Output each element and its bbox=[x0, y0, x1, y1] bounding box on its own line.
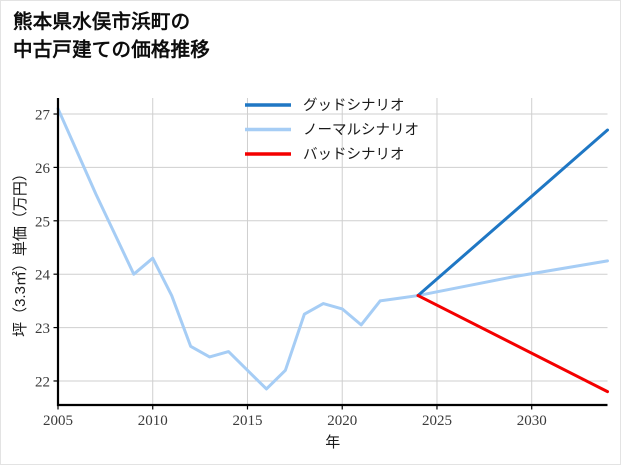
y-axis-ticks: 22 23 24 25 26 27 bbox=[35, 108, 58, 390]
y-tick-label-24: 24 bbox=[35, 268, 51, 284]
x-tick-label-2030: 2030 bbox=[517, 413, 547, 429]
x-tick-label-2015: 2015 bbox=[232, 413, 262, 429]
series-line-バッドシナリオ bbox=[416, 294, 609, 394]
y-gridlines bbox=[58, 113, 608, 382]
y-tick-label-25: 25 bbox=[35, 214, 50, 230]
series-line-グッドシナリオ bbox=[416, 128, 609, 298]
x-gridlines bbox=[57, 98, 533, 405]
x-tick-label-2020: 2020 bbox=[327, 413, 357, 429]
x-tick-label-2010: 2010 bbox=[138, 413, 168, 429]
y-tick-label-26: 26 bbox=[35, 161, 51, 177]
chart-series-group bbox=[56, 107, 609, 394]
axis-spine-path bbox=[56, 98, 608, 407]
legend-label-グッドシナリオ: グッドシナリオ bbox=[303, 97, 405, 114]
y-axis-title: 坪（3.3㎡）単価（万円） bbox=[12, 166, 29, 337]
series-line-ノーマルシナリオ bbox=[56, 107, 609, 391]
y-tick-label-22: 22 bbox=[35, 374, 50, 390]
x-axis-ticks: 2005 2010 2015 2020 2025 2030 bbox=[43, 405, 547, 429]
chart-title: 熊本県水俣市浜町の 中古戸建ての価格推移 bbox=[13, 11, 211, 61]
legend-label-バッドシナリオ: バッドシナリオ bbox=[303, 147, 405, 163]
legend-label-ノーマルシナリオ: ノーマルシナリオ bbox=[303, 122, 419, 138]
axis-spines bbox=[56, 98, 608, 407]
x-axis-title: 年 bbox=[325, 434, 340, 451]
x-tick-label-2025: 2025 bbox=[422, 413, 452, 429]
x-tick-label-2005: 2005 bbox=[43, 413, 73, 429]
y-tick-label-27: 27 bbox=[35, 108, 51, 124]
y-tick-label-23: 23 bbox=[35, 321, 50, 337]
